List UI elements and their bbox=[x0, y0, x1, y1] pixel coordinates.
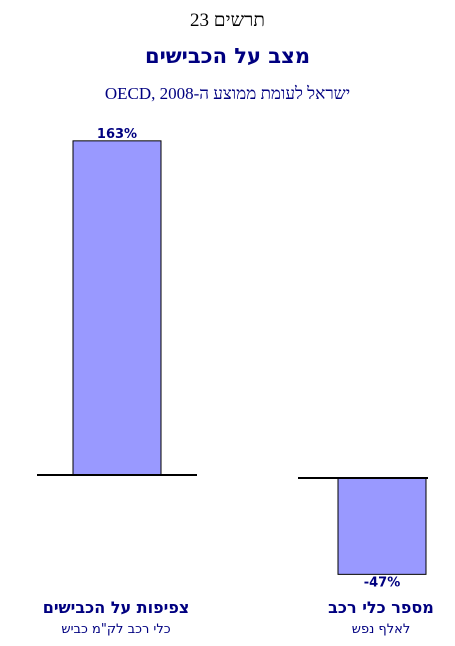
figure-label: תרשים 23 bbox=[190, 10, 265, 31]
category-label-vehicles: מספר כלי רכב bbox=[328, 598, 434, 617]
value-label-vehicles: -47% bbox=[364, 575, 401, 590]
chart-title: מצב על הכבישים bbox=[144, 44, 311, 68]
category-sublabel-vehicles: לאלף נפש bbox=[351, 622, 411, 637]
value-label-density: 163% bbox=[97, 127, 137, 142]
bar-density bbox=[72, 140, 162, 476]
chart-subtitle: ישראל לעומת ממוצע ה-OECD, 2008 bbox=[104, 84, 351, 103]
category-label-density: צפיפות על הכבישים bbox=[42, 598, 190, 617]
category-sublabel-density: כלי רכב לק"מ כביש bbox=[61, 622, 171, 637]
bar-vehicles bbox=[337, 477, 427, 575]
